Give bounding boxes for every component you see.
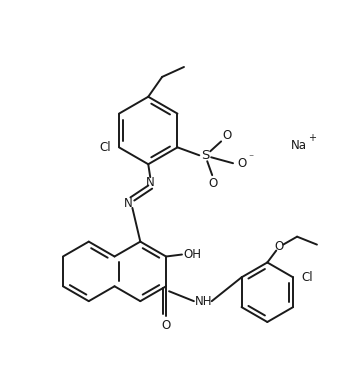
Text: ⁻: ⁻ bbox=[248, 153, 253, 163]
Text: +: + bbox=[308, 134, 316, 144]
Text: Na: Na bbox=[291, 139, 307, 152]
Text: S: S bbox=[201, 149, 210, 162]
Text: O: O bbox=[222, 129, 232, 142]
Text: Cl: Cl bbox=[301, 271, 313, 284]
Text: O: O bbox=[275, 240, 284, 253]
Text: O: O bbox=[208, 176, 218, 190]
Text: O: O bbox=[237, 157, 247, 170]
Text: N: N bbox=[146, 176, 154, 189]
Text: N: N bbox=[124, 197, 133, 210]
Text: Cl: Cl bbox=[99, 141, 111, 154]
Text: OH: OH bbox=[183, 248, 201, 261]
Text: O: O bbox=[162, 320, 171, 332]
Text: NH: NH bbox=[195, 295, 212, 308]
